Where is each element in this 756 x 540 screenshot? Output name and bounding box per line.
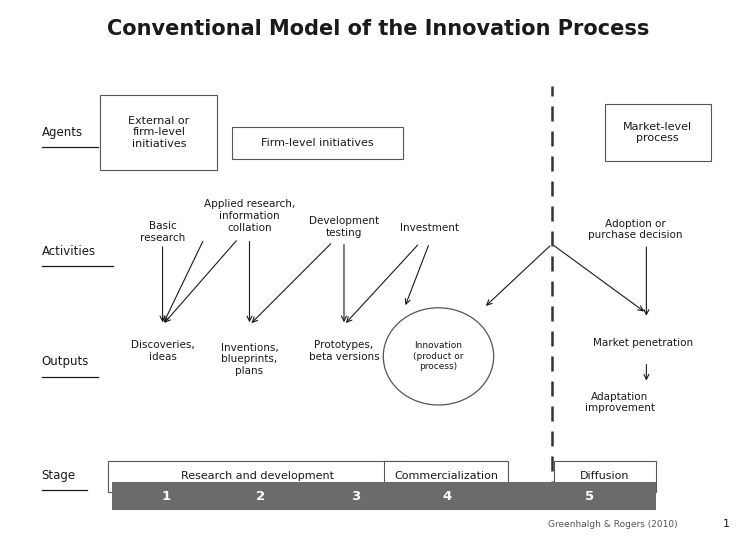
FancyBboxPatch shape: [100, 94, 218, 170]
Text: 2: 2: [256, 490, 265, 503]
Text: Commercialization: Commercialization: [394, 471, 498, 481]
Text: 3: 3: [351, 490, 360, 503]
Text: Adoption or
purchase decision: Adoption or purchase decision: [587, 219, 682, 240]
Text: Inventions,
blueprints,
plans: Inventions, blueprints, plans: [221, 342, 278, 376]
FancyBboxPatch shape: [605, 104, 711, 160]
FancyBboxPatch shape: [553, 461, 656, 492]
Text: Research and development: Research and development: [181, 471, 333, 481]
Text: Greenhalgh & Rogers (2010): Greenhalgh & Rogers (2010): [547, 520, 677, 529]
Text: Adaptation
improvement: Adaptation improvement: [585, 392, 655, 413]
Text: Prototypes,
beta versions: Prototypes, beta versions: [308, 340, 380, 362]
Text: 1: 1: [723, 519, 730, 529]
Text: Diffusion: Diffusion: [580, 471, 630, 481]
Text: Outputs: Outputs: [42, 355, 89, 368]
Bar: [112, 482, 656, 510]
Text: Conventional Model of the Innovation Process: Conventional Model of the Innovation Pro…: [107, 19, 649, 39]
Text: Innovation
(product or
process): Innovation (product or process): [414, 341, 463, 372]
Text: Market penetration: Market penetration: [593, 338, 692, 348]
Text: Agents: Agents: [42, 126, 82, 139]
Text: Activities: Activities: [42, 245, 96, 258]
Text: 4: 4: [443, 490, 452, 503]
Text: Firm-level initiatives: Firm-level initiatives: [262, 138, 373, 148]
Text: Stage: Stage: [42, 469, 76, 482]
Text: Applied research,
information
collation: Applied research, information collation: [204, 199, 295, 233]
Text: Development
testing: Development testing: [309, 216, 379, 238]
FancyBboxPatch shape: [108, 461, 407, 492]
Text: External or
firm-level
initiatives: External or firm-level initiatives: [128, 116, 190, 149]
Text: 5: 5: [585, 490, 594, 503]
Text: Market-level
process: Market-level process: [623, 122, 692, 143]
Text: Investment: Investment: [400, 223, 459, 233]
Text: 1: 1: [162, 490, 171, 503]
Text: Discoveries,
ideas: Discoveries, ideas: [131, 340, 194, 362]
FancyBboxPatch shape: [233, 127, 402, 159]
Ellipse shape: [383, 308, 494, 405]
FancyBboxPatch shape: [383, 461, 508, 492]
Text: Basic
research: Basic research: [140, 221, 185, 243]
